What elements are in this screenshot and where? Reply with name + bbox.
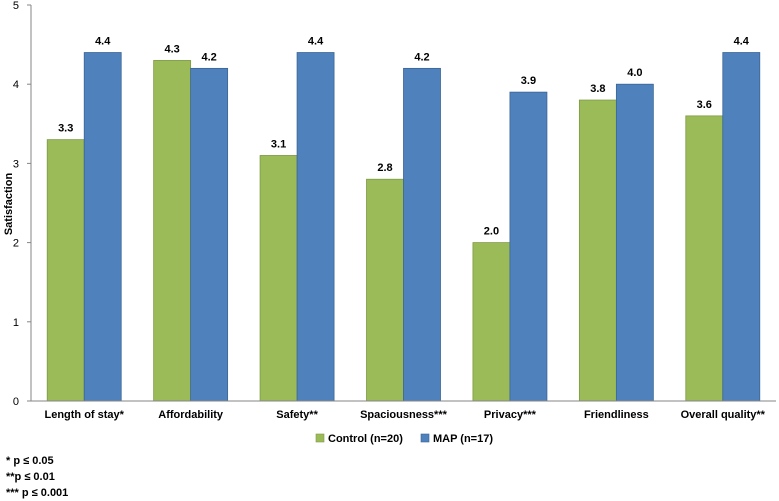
bar-map-5 — [615, 83, 654, 402]
bar-control-3 — [366, 178, 404, 402]
data-label-control-1: 4.3 — [164, 43, 179, 55]
x-tick-label-6: Overall quality** — [681, 409, 766, 421]
x-tick-label-3: Spaciousness*** — [360, 409, 448, 421]
bar-control-6 — [685, 115, 724, 402]
footnote-p05: * p ≤ 0.05 — [6, 455, 54, 467]
legend-label-control: Control (n=20) — [328, 433, 403, 445]
data-label-map-0: 4.4 — [95, 36, 111, 48]
bar-control-4 — [472, 242, 511, 402]
footnote-p01: **p ≤ 0.01 — [6, 471, 55, 483]
legend: Control (n=20) MAP (n=17) — [315, 433, 493, 445]
y-tick-label-2: 2 — [13, 238, 19, 250]
x-tick-label-1: Affordability — [158, 409, 224, 421]
axes-group: Length of stay* Affordability Safety** Spac… — [13, 0, 776, 421]
bar-control-1 — [153, 60, 192, 402]
legend-swatch-map — [420, 433, 430, 443]
significance-footnotes: * p ≤ 0.05 **p ≤ 0.01 *** p ≤ 0.001 — [6, 453, 68, 501]
legend-label-map: MAP (n=17) — [433, 433, 493, 445]
bar-chart: 3.3 4.4 4.3 4.2 3.1 4.4 2.8 4.2 2.0 3.9 3.8 4.0 3.6 4… — [3, 0, 776, 445]
bar-control-0 — [46, 139, 85, 402]
y-tick-label-5: 5 — [13, 0, 19, 12]
x-tick-label-0: Length of stay* — [44, 409, 124, 421]
bar-map-2 — [296, 52, 335, 402]
legend-swatch-control — [315, 433, 325, 443]
y-tick-label-1: 1 — [13, 317, 19, 329]
y-tick-label-4: 4 — [13, 79, 19, 91]
data-label-control-4: 2.0 — [484, 226, 499, 238]
data-label-control-5: 3.8 — [590, 83, 605, 95]
data-label-map-4: 3.9 — [521, 75, 536, 87]
x-tick-label-2: Safety** — [276, 409, 318, 421]
bar-control-2 — [259, 155, 298, 402]
bar-map-4 — [509, 91, 548, 402]
data-label-map-5: 4.0 — [627, 67, 642, 79]
data-label-control-2: 3.1 — [271, 138, 286, 150]
data-label-map-3: 4.2 — [414, 51, 429, 63]
y-tick-label-3: 3 — [13, 158, 19, 170]
bar-map-6 — [722, 52, 761, 402]
x-tick-label-5: Friendliness — [584, 409, 649, 421]
data-label-map-2: 4.4 — [308, 36, 324, 48]
footnote-p001: *** p ≤ 0.001 — [6, 487, 69, 499]
bar-map-1 — [190, 67, 229, 402]
bars-group — [46, 52, 761, 402]
y-tick-label-0: 0 — [13, 396, 19, 408]
data-label-map-1: 4.2 — [201, 51, 216, 63]
bar-control-5 — [578, 99, 617, 402]
y-axis-title: Satisfaction — [3, 173, 15, 236]
data-labels-group: 3.3 4.4 4.3 4.2 3.1 4.4 2.8 4.2 2.0 3.9 3.8 4.0 3.6 4… — [58, 36, 750, 238]
bar-map-3 — [403, 67, 441, 402]
x-tick-label-4: Privacy*** — [484, 409, 537, 421]
data-label-map-6: 4.4 — [734, 36, 750, 48]
data-label-control-6: 3.6 — [697, 99, 712, 111]
bar-map-0 — [83, 52, 122, 402]
data-label-control-3: 2.8 — [377, 162, 392, 174]
data-label-control-0: 3.3 — [58, 123, 73, 135]
